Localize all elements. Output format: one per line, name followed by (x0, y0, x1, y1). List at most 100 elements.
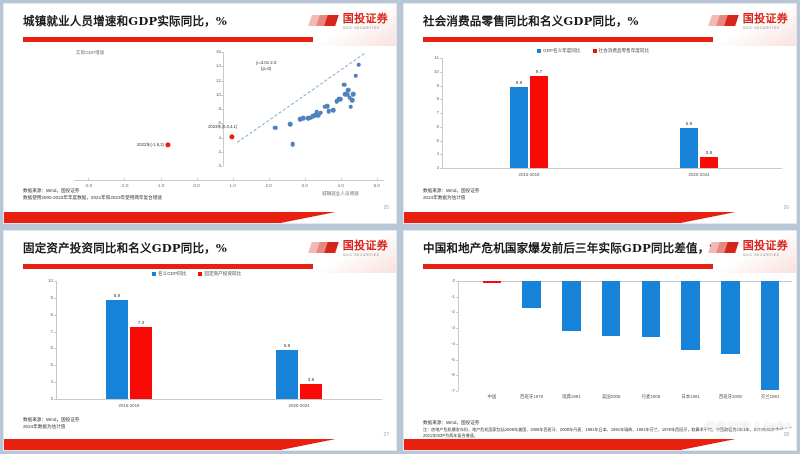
scatter-point (338, 96, 343, 102)
source-note-3: 数据来源：Wind，国投证券 2024年数据为估计值 (23, 416, 79, 430)
x-axis-line (442, 168, 782, 169)
scatter-point (349, 98, 355, 103)
logo-diamond-icon (708, 13, 740, 28)
y-tick-label: -7 (450, 388, 455, 393)
x-tick-label: -3.0 (84, 183, 93, 188)
legend-item-0: 名义GDP同比 (152, 271, 186, 277)
scatter-point (348, 104, 354, 110)
slide-3-fai-gdp-bars: 固定资产投资同比和名义GDP同比，% 国投证券 SDIC SECURITIES … (3, 230, 397, 451)
x-tick-mark (268, 178, 270, 180)
y-tick-mark (456, 375, 458, 377)
x-tick-label: 1.0 (229, 183, 236, 188)
y-tick-mark (440, 58, 442, 59)
logo-name-en: SDIC SECURITIES (342, 253, 380, 257)
bar-chart-area: 3 4 5 6 7 8 9 10 名义GDP同比 固定资产投资同比 8.9 7.3 2015-2019 5… (4, 269, 396, 429)
y-tick-label: 0 (218, 163, 221, 168)
y-tick-label: 16 (215, 49, 221, 54)
category-label: 芬兰1991 (760, 394, 780, 399)
source-note-1: 数据来源：Wind，国投证券 数据使用2000-2023年年度数据，2021年和… (23, 187, 162, 201)
y-tick-label: 4 (50, 379, 53, 385)
x-tick-label: 5.0 (373, 183, 380, 188)
bar-0-1 (530, 75, 548, 168)
scatter-point (310, 113, 316, 119)
logo-name-cn: 国投证券 (342, 12, 388, 25)
category-label: 2015-2019 (118, 403, 140, 408)
y-tick-mark (440, 126, 442, 128)
scatter-point-highlight (229, 134, 235, 140)
y-tick-label: 2 (218, 148, 221, 154)
regression-pvalue: (p=0) (261, 66, 272, 72)
category-label: 2015-2019 (518, 172, 540, 177)
x-tick-label: 4.0 (337, 183, 344, 188)
y-tick-label: 12 (215, 77, 221, 83)
page-title: 中国和地产危机国家爆发前后三年实际GDP同比差值，% (423, 241, 721, 255)
bar-1-1 (700, 157, 718, 168)
category-label: 西班牙2008 (718, 394, 742, 399)
scatter-point (326, 108, 332, 114)
source-note-4: 数据来源：Wind，国投证券 注：房地产危机爆发年份，地产危机国家包括2008年… (423, 419, 797, 439)
bar-2 (562, 281, 581, 332)
bar-value-label: 5.9 (283, 343, 291, 349)
legend-swatch (537, 49, 541, 53)
bar-value-label: 8.9 (515, 79, 523, 85)
logo-name-cn: 国投证券 (742, 239, 788, 252)
legend-label: 固定资产投资同比 (204, 271, 242, 276)
x-tick-mark (160, 178, 162, 180)
scatter-point (287, 121, 293, 127)
scatter-point (316, 113, 321, 118)
bar-value-label: 7.3 (137, 319, 145, 325)
scatter-point (353, 73, 358, 78)
chart-legend: GDP名义年度同比 社会消费品零售年度同比 (537, 48, 649, 54)
logo-name-en: SDIC SECURITIES (342, 26, 380, 30)
y-tick-label: 5 (436, 137, 439, 143)
x-tick-mark (196, 178, 198, 180)
y-axis-line (442, 58, 443, 168)
y-tick-label: 4 (218, 134, 221, 140)
y-tick-label: -6 (450, 372, 455, 378)
x-tick-label: 3.0 (301, 183, 308, 188)
y-tick-label: 6 (50, 345, 53, 351)
y-tick-mark (54, 399, 56, 400)
y-tick-label: 6 (436, 123, 439, 129)
bar-7 (760, 281, 780, 391)
source-line-2: 注：房地产危机爆发年份，地产危机国家包括2008年美国、2008年西班牙、200… (423, 426, 797, 438)
legend-swatch (198, 272, 203, 276)
y-tick-label: 7 (50, 328, 53, 334)
x-tick-label: 2.0 (265, 183, 272, 188)
y-tick-label: -1 (450, 293, 455, 299)
x-tick-label: 0.0 (193, 183, 200, 188)
scatter-point (346, 88, 351, 93)
y-tick-label: 4 (436, 151, 439, 157)
y-tick-mark (221, 66, 223, 68)
bar-6 (721, 281, 740, 355)
y-tick-label: 14 (215, 63, 221, 69)
logo-diamond-icon (708, 240, 740, 255)
source-line-1: 数据来源：Wind，国投证券 (423, 419, 480, 425)
logo-name-cn: 国投证券 (342, 239, 388, 252)
bar-1-0 (276, 350, 298, 399)
bar-4 (641, 281, 660, 337)
bar-1 (522, 281, 541, 308)
y-tick-label: 3 (50, 396, 53, 401)
chart-legend: 名义GDP同比 固定资产投资同比 (152, 271, 241, 277)
page-title: 社会消费品零售同比和名义GDP同比，% (423, 14, 639, 28)
bar-value-label: 9.7 (535, 68, 543, 74)
y-tick-mark (456, 296, 458, 298)
regression-annotation: y=3.0x 2.0 (p=0) (256, 60, 276, 72)
y-tick-mark (440, 168, 442, 169)
y-tick-label: 3 (436, 165, 439, 170)
y-tick-mark (440, 99, 442, 101)
source-line-1: 数据来源：Wind，国投证券 (423, 187, 480, 193)
y-tick-mark (456, 312, 458, 314)
y-tick-mark (440, 85, 442, 87)
y-tick-label: 8 (50, 311, 53, 317)
x-tick-mark (340, 178, 342, 180)
y-tick-label: 10 (433, 68, 439, 74)
x-tick-mark (232, 178, 234, 180)
bar-0-1 (130, 326, 152, 399)
x-tick-label: -1.0 (156, 183, 165, 188)
y-tick-label: -5 (450, 356, 455, 362)
page-number: 27 (383, 432, 389, 438)
source-line-2: 2024年数据为估计值 (23, 423, 66, 429)
y-tick-label: 8 (218, 106, 221, 111)
